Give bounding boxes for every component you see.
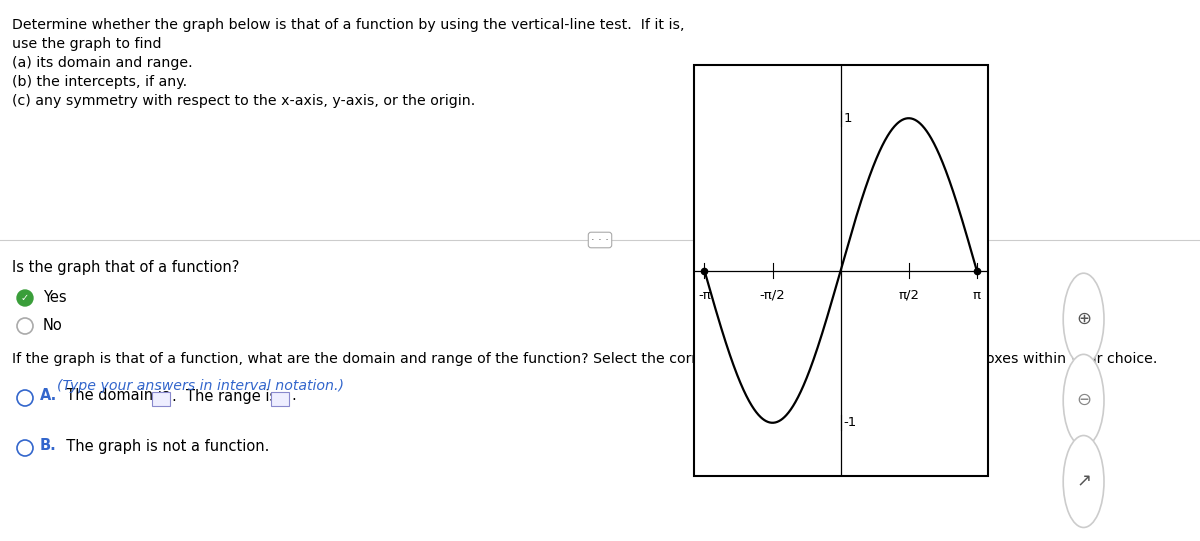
Text: ⊕: ⊕ [1076,310,1091,328]
Text: use the graph to find: use the graph to find [12,37,162,51]
Text: If the graph is that of a function, what are the domain and range of the functio: If the graph is that of a function, what… [12,352,1157,366]
FancyBboxPatch shape [152,392,170,406]
Text: ✓: ✓ [20,293,29,303]
Text: The graph is not a function.: The graph is not a function. [58,439,269,453]
Text: -π: -π [698,289,710,302]
Text: -1: -1 [844,416,857,429]
Text: Yes: Yes [43,289,67,305]
Text: · · ·: · · · [592,235,608,245]
Text: Determine whether the graph below is that of a function by using the vertical-li: Determine whether the graph below is tha… [12,18,684,32]
Text: Is the graph that of a function?: Is the graph that of a function? [12,260,239,275]
Text: No: No [43,318,62,333]
Circle shape [1063,436,1104,527]
Text: (Type your answers in interval notation.): (Type your answers in interval notation.… [58,379,344,393]
Text: .  The range is: . The range is [172,388,277,404]
Text: B.: B. [40,439,56,453]
Circle shape [17,390,34,406]
Text: (c) any symmetry with respect to the x-axis, y-axis, or the origin.: (c) any symmetry with respect to the x-a… [12,94,475,108]
Circle shape [1063,273,1104,365]
Text: -π/2: -π/2 [760,289,785,302]
Text: ⊖: ⊖ [1076,391,1091,410]
Circle shape [17,318,34,334]
Text: 1: 1 [844,112,852,125]
Text: The domain is: The domain is [58,388,169,404]
Text: A.: A. [40,388,58,404]
Text: (a) its domain and range.: (a) its domain and range. [12,56,193,70]
Text: .: . [292,388,295,404]
Circle shape [17,290,34,306]
Circle shape [17,440,34,456]
Text: π/2: π/2 [898,289,919,302]
Text: π: π [973,289,980,302]
Text: (b) the intercepts, if any.: (b) the intercepts, if any. [12,75,187,89]
FancyBboxPatch shape [271,392,289,406]
Circle shape [1063,354,1104,446]
Text: ↗: ↗ [1076,472,1091,491]
